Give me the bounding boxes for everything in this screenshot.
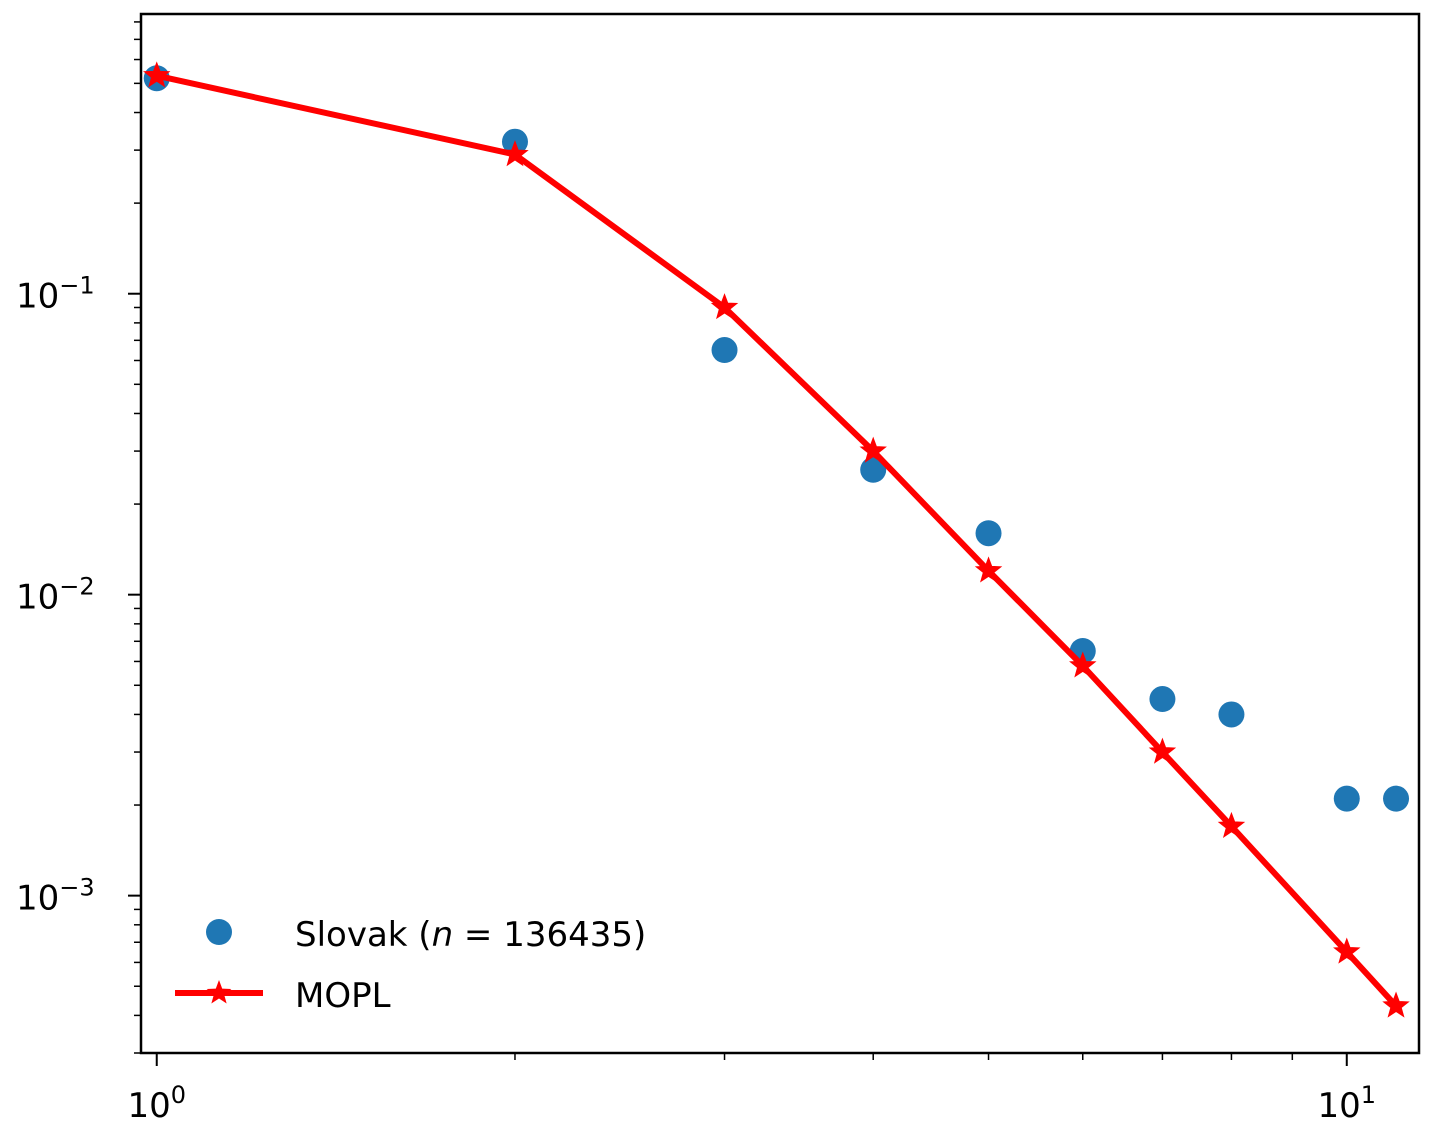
- x-tick-label: 100: [127, 1081, 186, 1126]
- mopl-point: [859, 436, 887, 463]
- mopl-point: [1382, 991, 1410, 1018]
- mopl-point: [1148, 737, 1177, 764]
- slovak-point: [711, 337, 738, 364]
- mopl-line: [156, 72, 1399, 1008]
- y-tick-label: 10−2: [16, 573, 95, 618]
- slovak-point: [1333, 785, 1360, 812]
- legend-label-slovak: Slovak (n = 136435): [295, 915, 646, 955]
- slovak-point: [860, 456, 887, 483]
- axes-frame: [139, 12, 1421, 1055]
- slovak-point: [975, 520, 1002, 547]
- legend-star-mopl: [206, 980, 232, 1004]
- legend-label-mopl: MOPL: [295, 976, 391, 1016]
- mopl-point: [1069, 651, 1097, 678]
- legend: Slovak (n = 136435) MOPL: [175, 915, 646, 1016]
- y-tick-label: 10−1: [16, 272, 95, 317]
- legend-marker-slovak: [206, 919, 232, 945]
- mopl-point: [501, 140, 529, 167]
- mopl-point: [1217, 811, 1246, 838]
- tick-labels: 100 101 10−1 10−2 10−3: [16, 272, 1376, 1126]
- legend-label-slovak-prefix: Slovak (: [295, 915, 432, 955]
- x-tick-label: 101: [1317, 1081, 1376, 1126]
- legend-label-slovak-rest: = 136435): [453, 915, 646, 955]
- mopl-point: [974, 556, 1003, 583]
- mopl-point: [710, 293, 739, 320]
- mopl-point: [1333, 937, 1361, 964]
- legend-label-slovak-var: n: [432, 915, 454, 955]
- major-ticks: [128, 292, 1348, 1066]
- plot-area: [143, 61, 1410, 1018]
- mopl-point: [143, 61, 171, 88]
- slovak-point: [1149, 686, 1176, 713]
- slovak-point: [1218, 701, 1245, 728]
- slovak-point: [1383, 785, 1410, 812]
- y-tick-label: 10−3: [16, 874, 95, 919]
